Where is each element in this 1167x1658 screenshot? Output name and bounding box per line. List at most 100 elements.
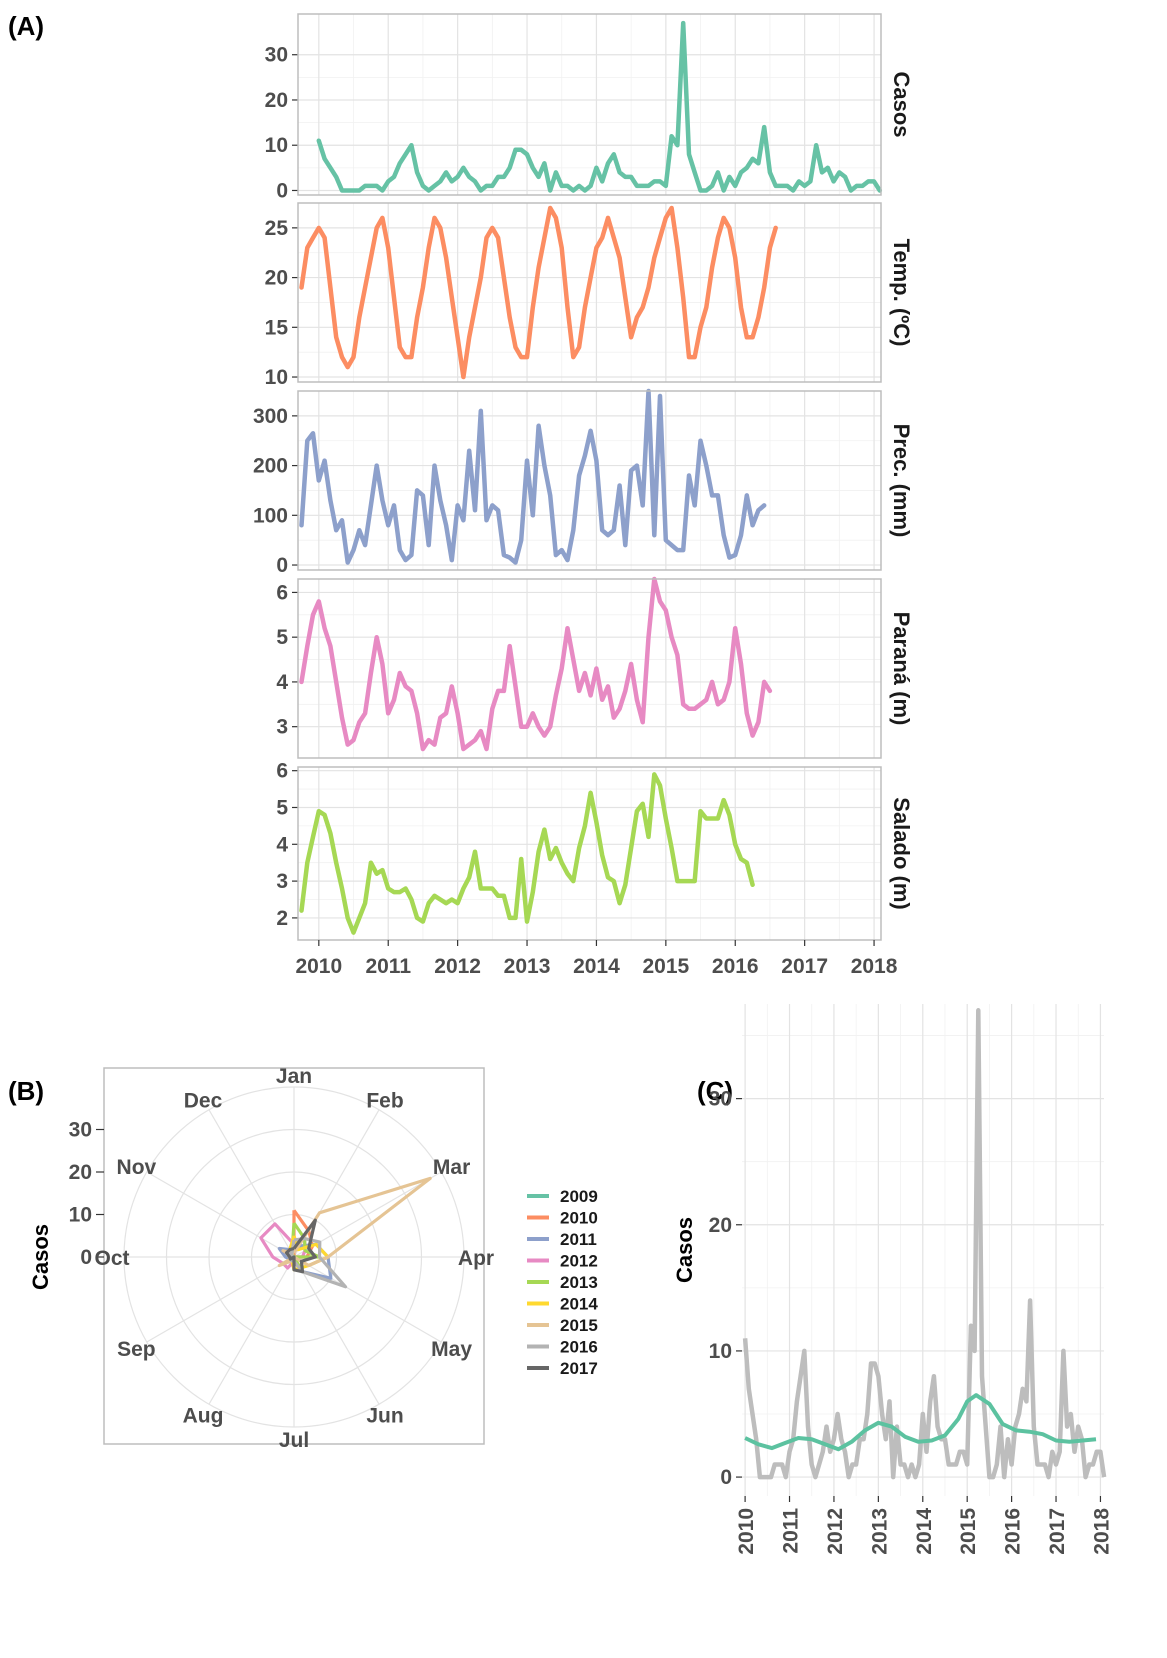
y-tick-label: 10 <box>265 366 288 389</box>
y-tick-label: 300 <box>253 405 288 428</box>
facet-frame <box>297 766 882 941</box>
polar-axis-title: Casos <box>28 1224 53 1290</box>
x-tick-label: 2010 <box>295 955 342 978</box>
y-tick-label: 4 <box>276 671 288 694</box>
facet-frame <box>297 390 882 571</box>
month-label: Nov <box>117 1156 157 1179</box>
panel-b: 0 10 20 30 Jan Feb Mar Apr May Jun Jul Aug Sep Oct Nov… <box>28 1065 598 1452</box>
y-tick-label: 20 <box>265 267 288 290</box>
facet-background <box>298 579 881 758</box>
x-tick-label: 2016 <box>1002 1508 1025 1555</box>
y-tick-label: 25 <box>265 217 289 240</box>
y-tick-label: 0 <box>720 1466 732 1489</box>
month-label: Aug <box>183 1405 224 1428</box>
radial-tick-label: 10 <box>69 1204 92 1227</box>
polar-series-2017 <box>285 1218 317 1274</box>
x-tick-label: 2015 <box>642 955 689 978</box>
x-tick-label: 2013 <box>868 1508 891 1555</box>
y-tick-label: 3 <box>276 870 288 893</box>
x-tick-label: 2014 <box>573 955 620 978</box>
month-label: Apr <box>458 1247 494 1270</box>
x-tick-label: 2018 <box>851 955 898 978</box>
radial-tick-label: 20 <box>69 1161 92 1184</box>
smooth-trend-line <box>744 1393 1097 1452</box>
month-label: Feb <box>366 1089 403 1112</box>
radial-tick-label: 0 <box>80 1246 92 1269</box>
radial-tick-label: 30 <box>69 1119 92 1142</box>
facet-strip-label: Casos <box>889 71 914 137</box>
y-tick-label: 6 <box>276 581 288 604</box>
legend-label-2012: 2012 <box>560 1252 598 1271</box>
y-tick-label: 10 <box>265 134 288 157</box>
series-line-4 <box>299 576 773 752</box>
y-tick-label: 2 <box>276 907 288 930</box>
x-tick-label: 2011 <box>365 955 411 978</box>
x-tick-label: 2013 <box>504 955 551 978</box>
series-line-1 <box>316 20 883 193</box>
panel-label-c: (C) <box>697 1076 733 1106</box>
panel-label-a: (A) <box>8 11 44 41</box>
month-label: Jun <box>366 1405 403 1428</box>
facet-strip-label: Prec. (mm) <box>889 424 914 538</box>
x-tick-label: 2018 <box>1090 1508 1113 1555</box>
month-label: May <box>431 1338 472 1361</box>
facet-background <box>298 14 881 195</box>
x-tick-label: 2011 <box>780 1508 803 1554</box>
x-tick-label: 2012 <box>824 1508 847 1555</box>
polar-ring <box>123 1086 465 1428</box>
legend-label-2015: 2015 <box>560 1316 598 1335</box>
facet-background <box>298 391 881 570</box>
legend-label-2013: 2013 <box>560 1273 598 1292</box>
y-tick-label: 4 <box>276 833 288 856</box>
y-tick-label: 5 <box>276 626 288 649</box>
y-tick-label: 200 <box>253 455 288 478</box>
y-tick-label: 3 <box>276 716 288 739</box>
facet-strip-label: Paraná (m) <box>889 612 914 726</box>
x-tick-label: 2015 <box>957 1508 980 1555</box>
y-tick-label: 10 <box>709 1340 732 1363</box>
panel-c: 2010 2011 2012 2013 2014 2015 2016 2017 2018 0 10 2… <box>672 1004 1113 1555</box>
facet-frame <box>297 202 882 383</box>
month-label: Jul <box>279 1429 309 1452</box>
x-tick-label: 2012 <box>434 955 481 978</box>
x-tick-label: 2017 <box>1046 1508 1069 1555</box>
y-tick-label: 30 <box>709 1088 732 1111</box>
series-line-3 <box>299 388 767 565</box>
facet-4: 3 4 5 6 Paraná (m) <box>276 576 914 759</box>
x-tick-label: 2017 <box>781 955 828 978</box>
y-tick-label: 20 <box>709 1214 732 1237</box>
facet-frame <box>297 578 882 759</box>
legend-label-2010: 2010 <box>560 1209 598 1228</box>
series-line-5 <box>299 772 755 935</box>
month-label: Dec <box>184 1089 223 1112</box>
y-tick-label: 0 <box>276 179 288 202</box>
facet-strip-label: Temp. (ºC) <box>889 239 914 347</box>
raw-cases-line <box>742 1008 1107 1480</box>
facet-5: 2 3 4 5 6 Salado (m) <box>276 760 914 941</box>
y-tick-label: 5 <box>276 796 288 819</box>
legend-label-2017: 2017 <box>560 1359 598 1378</box>
facet-1: 0 10 20 30 Casos <box>265 13 914 202</box>
x-tick-label: 2016 <box>712 955 759 978</box>
month-label: Oct <box>94 1247 129 1270</box>
y-tick-label: 0 <box>276 554 288 577</box>
month-label: Jan <box>276 1065 312 1088</box>
facet-frame <box>297 13 882 196</box>
panel-label-b: (B) <box>8 1076 44 1106</box>
x-tick-label: 2010 <box>735 1508 758 1555</box>
polar-ring <box>208 1171 380 1343</box>
legend-label-2009: 2009 <box>560 1187 598 1206</box>
x-tick-label: 2014 <box>913 1508 936 1555</box>
polar-ring <box>165 1128 423 1386</box>
y-tick-label: 6 <box>276 760 288 783</box>
y-axis-title: Casos <box>672 1217 697 1283</box>
y-tick-label: 30 <box>265 44 288 67</box>
y-tick-label: 15 <box>265 316 289 339</box>
month-label: Sep <box>117 1338 156 1361</box>
legend-label-2016: 2016 <box>560 1338 598 1357</box>
facet-strip-label: Salado (m) <box>889 797 914 909</box>
series-line-2 <box>299 205 778 380</box>
month-label: Mar <box>433 1156 470 1179</box>
